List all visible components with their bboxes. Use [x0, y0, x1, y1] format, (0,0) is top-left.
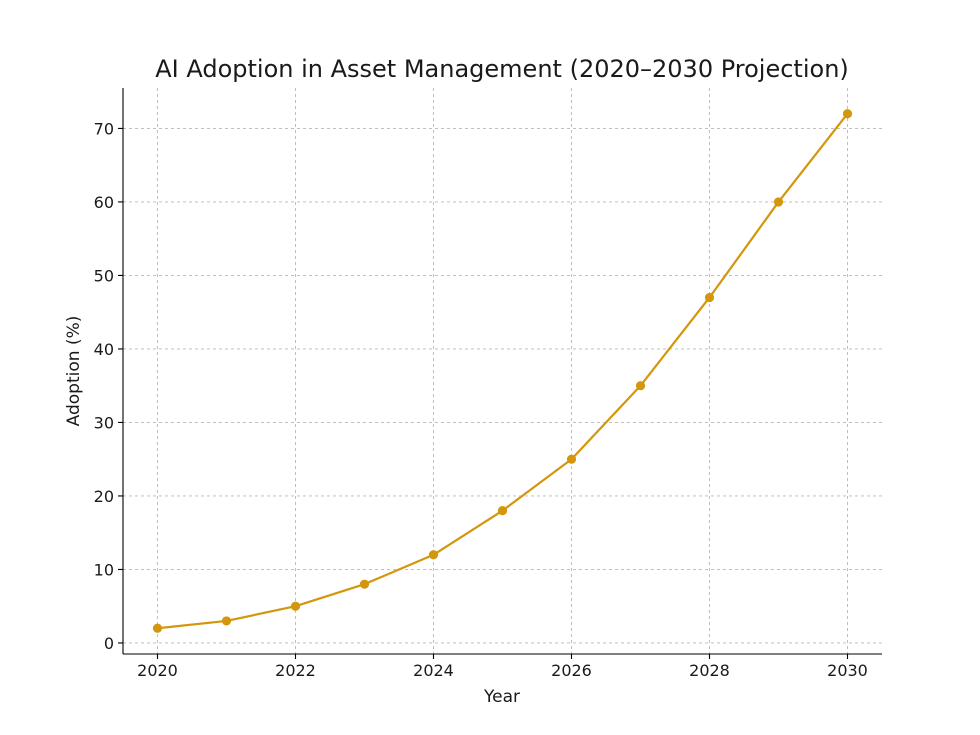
data-point: [152, 623, 163, 633]
x-tick-label: 2026: [551, 661, 592, 680]
y-tick-label: 50: [94, 266, 114, 285]
x-axis-label: Year: [483, 687, 520, 707]
y-tick-label: 40: [94, 340, 114, 359]
data-point: [635, 381, 646, 391]
y-tick-label: 0: [104, 634, 114, 653]
chart-title: AI Adoption in Asset Management (2020–20…: [155, 55, 849, 83]
y-tick-label: 70: [94, 119, 114, 138]
x-tick-label: 2020: [137, 661, 178, 680]
series-layer: [152, 109, 853, 633]
y-tick-label: 30: [94, 413, 114, 432]
y-tick-label: 10: [94, 560, 114, 579]
data-point: [497, 506, 508, 516]
data-point: [704, 292, 715, 303]
grid: [123, 88, 882, 654]
data-point: [221, 616, 232, 626]
x-tick-label: 2024: [413, 661, 454, 680]
y-axis-label: Adoption (%): [64, 316, 84, 427]
data-point: [428, 550, 439, 560]
data-point: [359, 579, 370, 589]
x-tick-label: 2030: [827, 661, 868, 680]
x-tick-label: 2022: [275, 661, 316, 680]
y-tick-label: 20: [94, 487, 114, 506]
data-point: [566, 454, 577, 464]
x-tick-label: 2028: [689, 661, 730, 680]
data-point: [290, 601, 301, 611]
y-tick-label: 60: [94, 193, 114, 212]
data-point: [842, 109, 853, 119]
series-line: [156, 112, 849, 630]
data-point: [773, 197, 784, 207]
